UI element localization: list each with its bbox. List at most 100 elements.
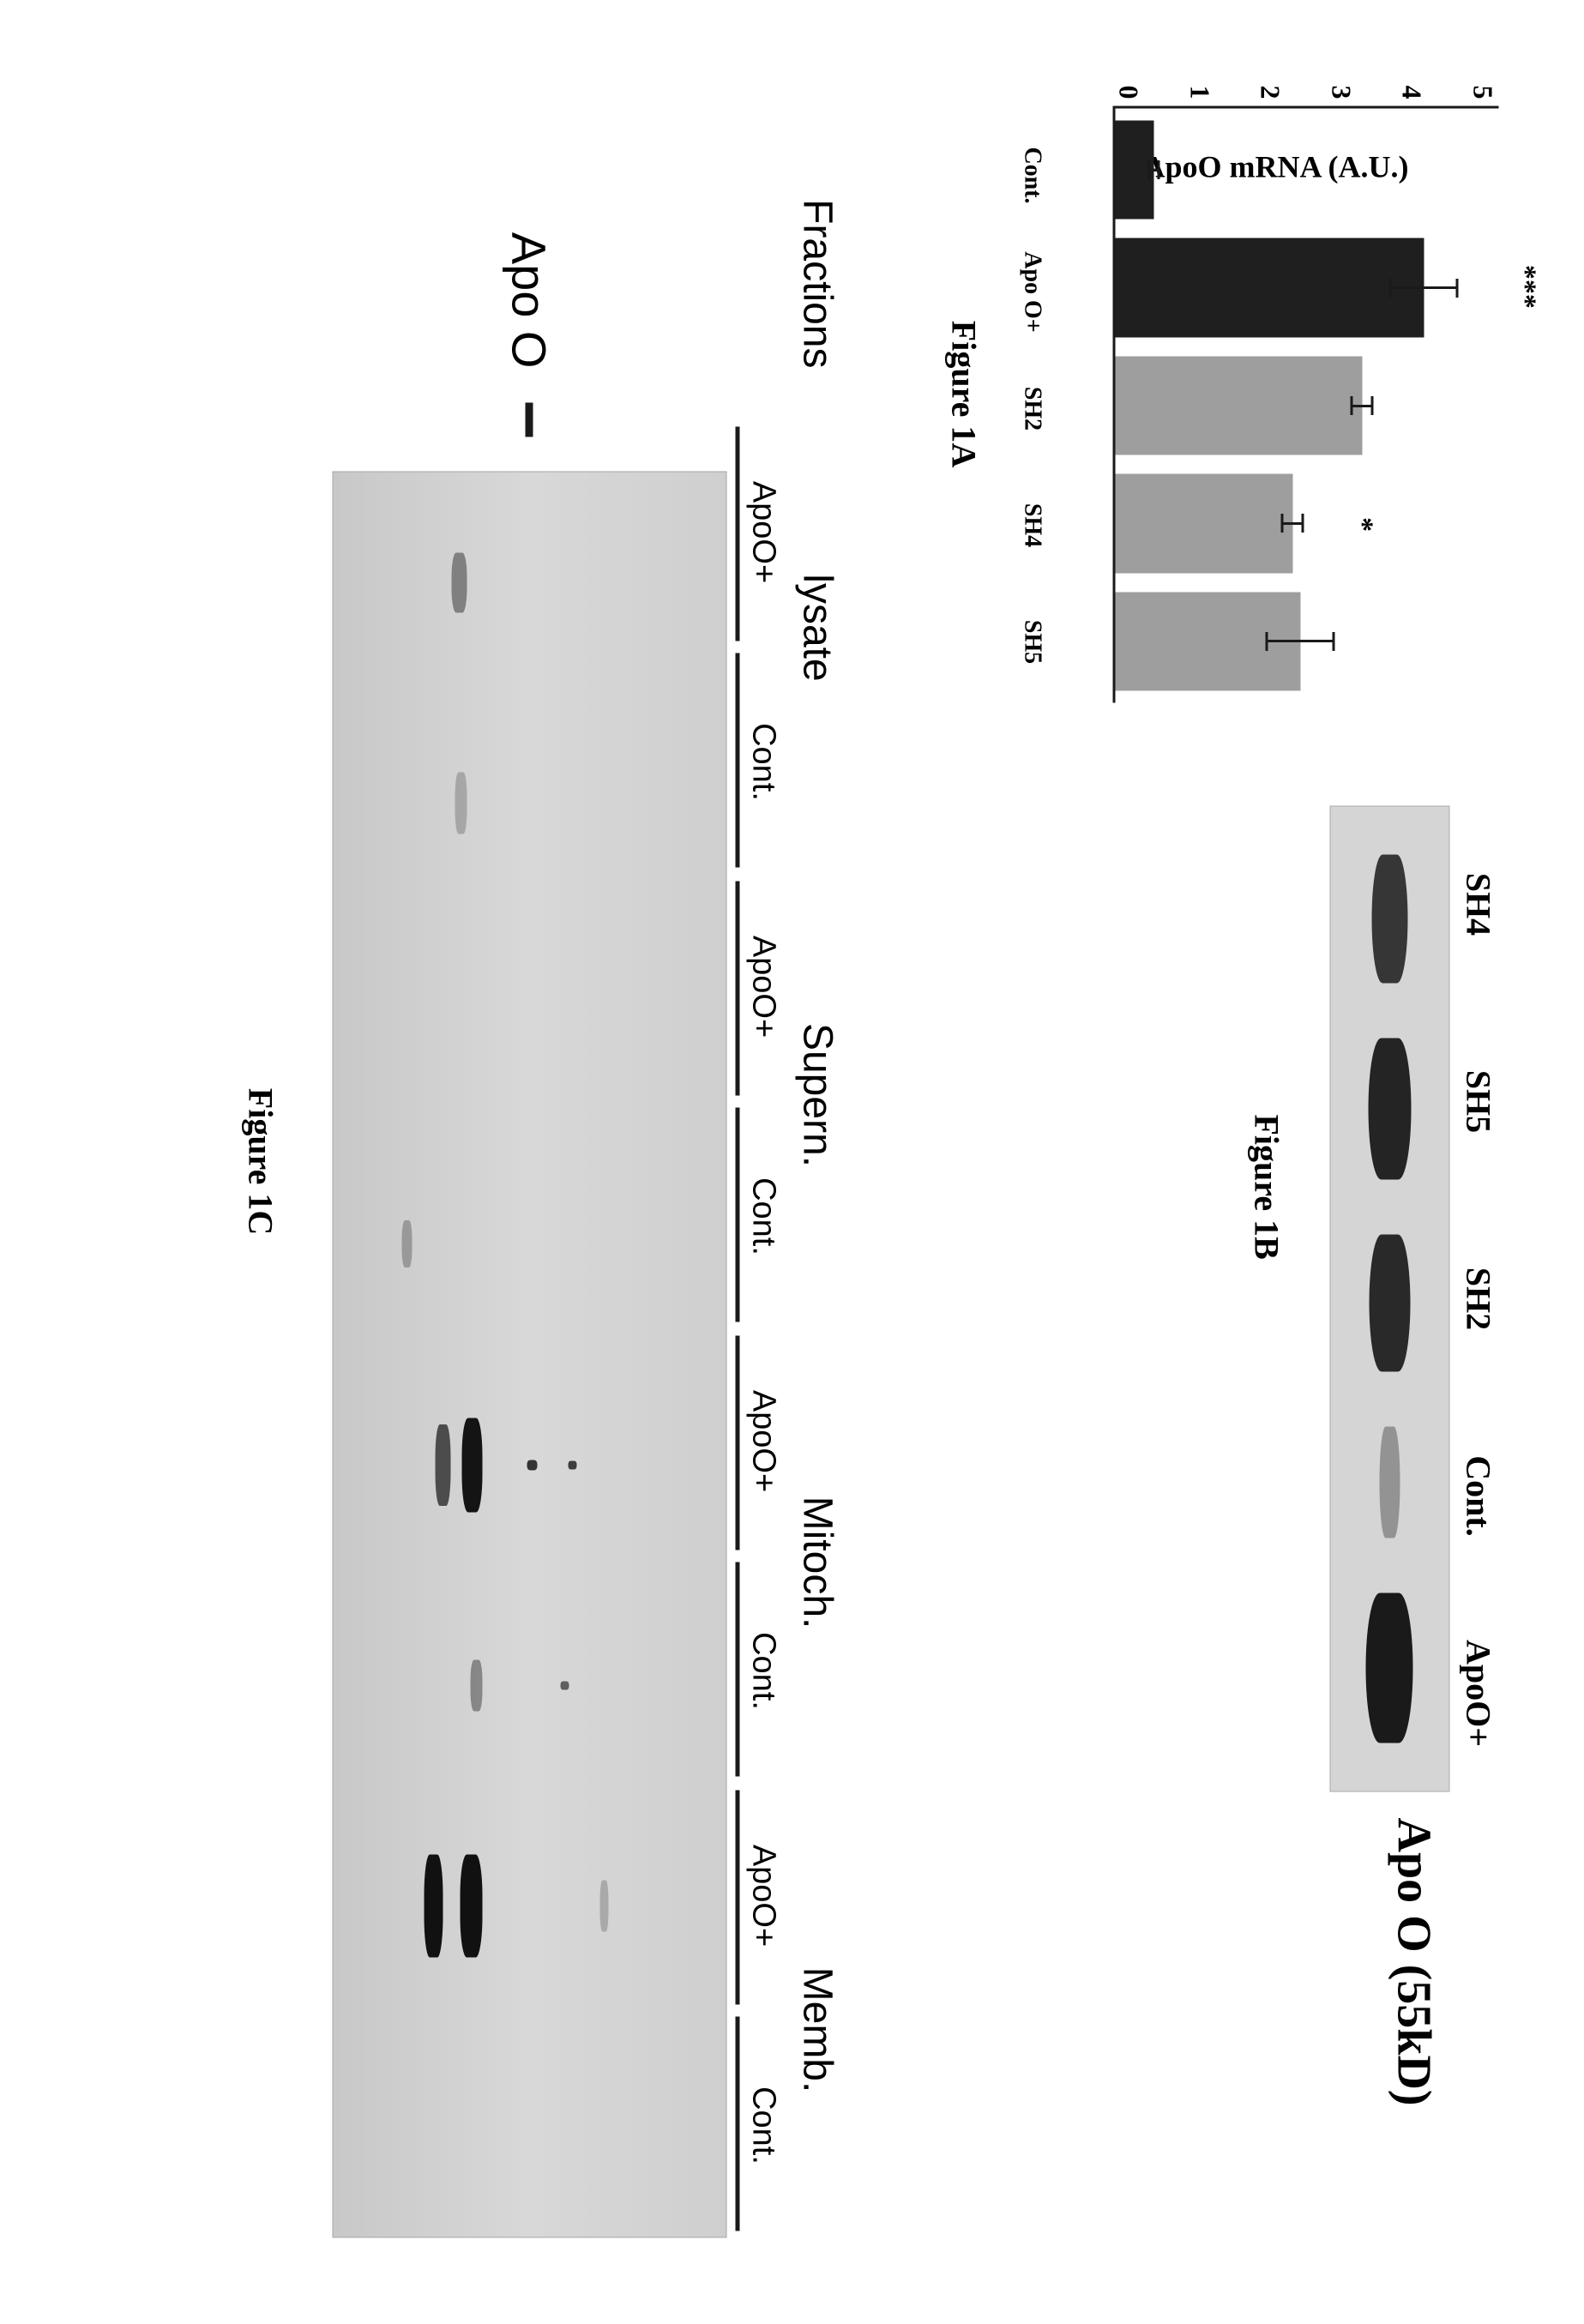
bar (1116, 356, 1363, 455)
condition-label: ApoO+ (745, 1329, 782, 1554)
plot-area: **** (1113, 106, 1499, 703)
x-tick-label: SH4 (1019, 477, 1046, 575)
error-bar (1389, 286, 1459, 289)
condition-label: ApoO+ (745, 875, 782, 1099)
x-tick-label: Cont. (1019, 127, 1046, 225)
fraction-memb: Memb. (794, 1822, 841, 2238)
lane-label: SH2 (1459, 1201, 1499, 1398)
figure-1b: SH4SH5SH2Cont.ApoO+ Apo O (55kD) Figure … (1247, 806, 1499, 2238)
fraction-supern: Supern. (794, 888, 841, 1303)
error-bar (1281, 522, 1304, 525)
error-bar (1351, 405, 1374, 407)
condition-pair: ApoO+ Cont. (745, 1329, 782, 1784)
x-tick-label: SH2 (1019, 360, 1046, 458)
gel-lane (334, 913, 726, 1134)
gel-band (425, 1855, 443, 1958)
bar-group (1116, 238, 1424, 337)
gel-band (527, 1460, 538, 1470)
blot-strip (1330, 806, 1450, 1792)
gel-band (455, 772, 467, 834)
y-tick: 5 (1467, 86, 1499, 99)
gel-lane (334, 1355, 726, 1575)
y-axis-ticks: 543210 (1113, 86, 1499, 99)
gel-lane (334, 1796, 726, 2016)
gel-lane (334, 1575, 726, 1796)
bar-group (1116, 592, 1301, 690)
fractions-label: Fractions (794, 86, 841, 369)
underline (736, 2017, 740, 2231)
gel-band (436, 1424, 451, 1506)
underline (736, 882, 740, 1096)
bar (1116, 238, 1424, 337)
condition-label: ApoO+ (745, 420, 782, 645)
significance-marker: *** (1509, 265, 1542, 309)
lane-label: Cont. (1459, 1398, 1499, 1595)
bar-group (1116, 474, 1293, 573)
gel-band (568, 1460, 576, 1469)
gel-lane (334, 2016, 726, 2237)
western-band (1372, 855, 1408, 984)
gel-band (471, 1659, 483, 1711)
lane-labels: SH4SH5SH2Cont.ApoO+ (1459, 806, 1499, 1792)
top-row: ApoO mRNA (A.U.) 543210 **** Cont.Apo O+… (944, 86, 1499, 2238)
blot-lanes: SH4SH5SH2Cont.ApoO+ (1330, 806, 1499, 1792)
condition-pair: ApoO+ Cont. (745, 875, 782, 1329)
marker-dash (526, 403, 533, 437)
bar-chart: ApoO mRNA (A.U.) 543210 **** (1053, 86, 1499, 703)
gel-band (462, 1418, 483, 1512)
western-band (1366, 1593, 1413, 1743)
western-band (1380, 1427, 1400, 1538)
fraction-header: Fractions lysate Supern. Mitoch. Memb. (794, 86, 841, 2238)
figure-1a: ApoO mRNA (A.U.) 543210 **** Cont.Apo O+… (944, 86, 1499, 703)
figure-1a-caption: Figure 1A (944, 86, 985, 703)
gel-band (599, 1881, 608, 1932)
gel-lane (334, 473, 726, 693)
condition-label: ApoO+ (745, 1784, 782, 2008)
underline-pair (736, 1329, 740, 1784)
x-tick-label: Apo O+ (1019, 244, 1046, 341)
western-band (1369, 1039, 1412, 1180)
figure-1c: Fractions lysate Supern. Mitoch. Memb. A… (241, 86, 841, 2238)
figure-1c-body: Apo O (333, 86, 727, 2238)
error-bar (1266, 640, 1335, 642)
condition-sublabels: ApoO+Cont.ApoO+Cont.ApoO+Cont.ApoO+Cont. (745, 420, 782, 2238)
figure-1b-caption: Figure 1B (1247, 1115, 1287, 2238)
bar-group (1116, 356, 1363, 455)
gel-band (461, 1855, 483, 1958)
condition-label: Cont. (745, 1559, 782, 1784)
error-bar (1147, 169, 1159, 172)
condition-pair: ApoO+ Cont. (745, 1784, 782, 2238)
underline (736, 1791, 740, 2005)
bar (1116, 474, 1293, 573)
y-tick: 3 (1325, 86, 1357, 99)
underline-pair (736, 1784, 740, 2238)
gel-lane (334, 693, 726, 913)
y-tick: 1 (1183, 86, 1215, 99)
underline (736, 427, 740, 641)
gel-band (560, 1681, 569, 1689)
fraction-mitoch: Mitoch. (794, 1355, 841, 1771)
condition-underlines (736, 420, 740, 2238)
bar (1116, 121, 1154, 220)
condition-label: Cont. (745, 1105, 782, 1329)
apo-o-row-label: Apo O (502, 86, 557, 369)
underline (736, 1562, 740, 1777)
underline-pair (736, 875, 740, 1329)
blot-row: SH4SH5SH2Cont.ApoO+ Apo O (55kD) (1330, 806, 1499, 2238)
underline-pair (736, 420, 740, 875)
condition-label: Cont. (745, 2014, 782, 2238)
western-band (1370, 1235, 1411, 1372)
y-tick: 0 (1113, 86, 1145, 99)
bar (1116, 592, 1301, 690)
gel-band (451, 552, 467, 612)
bar-group (1116, 121, 1154, 220)
underline (736, 653, 740, 868)
underline (736, 1336, 740, 1550)
figure-page: ApoO mRNA (A.U.) 543210 **** Cont.Apo O+… (87, 86, 1499, 2238)
y-tick: 4 (1396, 86, 1428, 99)
x-tick-label: SH5 (1019, 593, 1046, 691)
figure-1c-caption: Figure 1C (241, 86, 281, 2238)
gel-image (333, 472, 727, 2238)
lane-label: SH4 (1459, 806, 1499, 1003)
condition-label: Cont. (745, 650, 782, 875)
